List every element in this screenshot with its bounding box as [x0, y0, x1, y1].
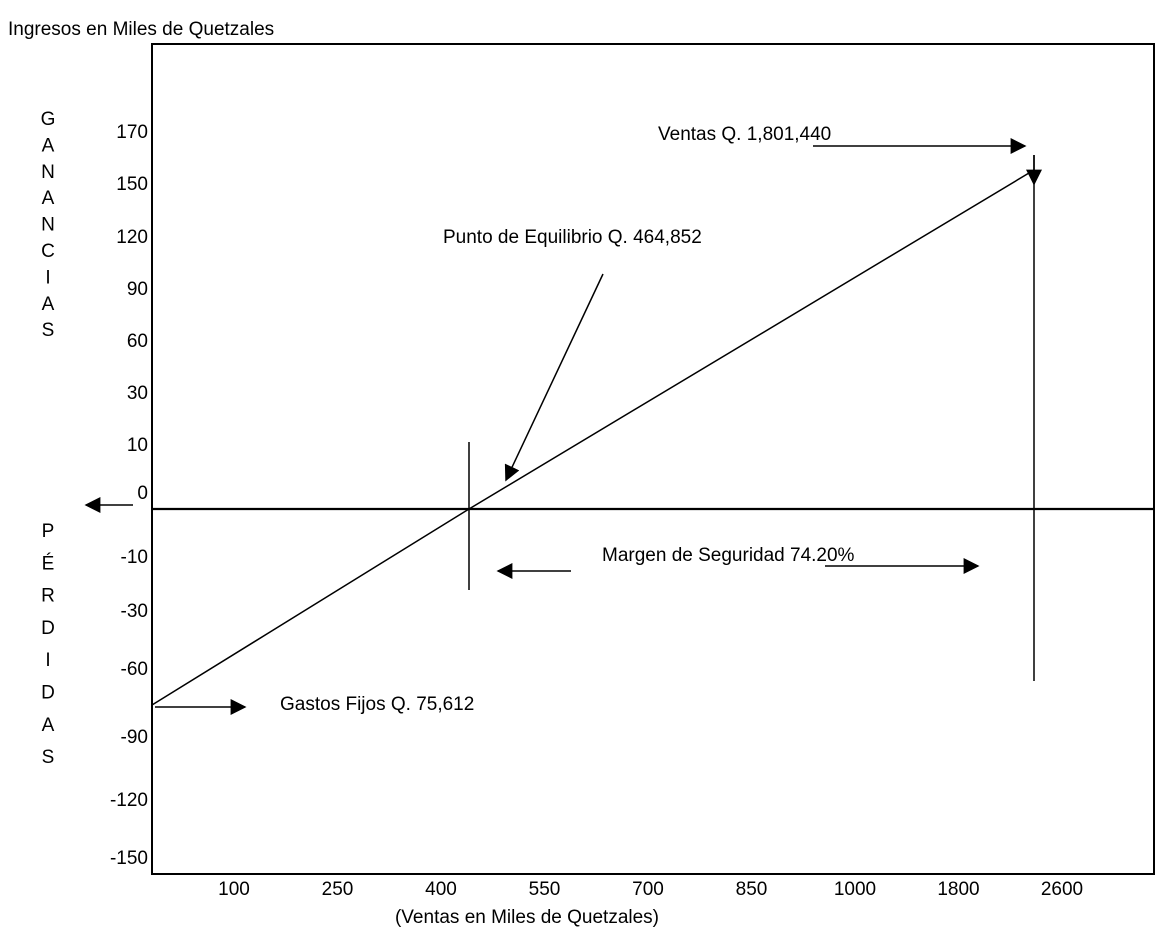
x-tick-label: 100 — [218, 879, 250, 900]
gastos-annotation: Gastos Fijos Q. 75,612 — [280, 694, 474, 715]
x-tick-label: 2600 — [1041, 879, 1083, 900]
y-tick-label: 170 — [116, 122, 148, 143]
x-tick-label: 250 — [322, 879, 354, 900]
y-label-perdidas-letter: I — [45, 650, 50, 671]
y-tick-label: -60 — [121, 659, 148, 680]
y-label-ganancias-letter: C — [41, 241, 55, 262]
y-tick-label: 120 — [116, 227, 148, 248]
margen-annotation: Margen de Seguridad 74.20% — [602, 545, 855, 566]
x-tick-label: 550 — [529, 879, 561, 900]
y-label-ganancias-letter: A — [42, 135, 55, 156]
ventas-annotation: Ventas Q. 1,801,440 — [658, 124, 831, 145]
y-label-perdidas-letter: R — [41, 586, 55, 607]
y-label-ganancias-letter: N — [41, 162, 55, 183]
y-label-perdidas-letter: É — [42, 553, 55, 574]
x-tick-label: 1800 — [937, 879, 979, 900]
y-tick-label: -120 — [110, 790, 148, 811]
y-label-perdidas-letter: A — [42, 715, 55, 736]
equilibrio-annotation: Punto de Equilibrio Q. 464,852 — [443, 227, 702, 248]
y-tick-label: 150 — [116, 174, 148, 195]
y-tick-label: 10 — [127, 435, 148, 456]
x-tick-label: 1000 — [834, 879, 876, 900]
y-label-perdidas-letter: D — [41, 618, 55, 639]
y-tick-label: -150 — [110, 848, 148, 869]
x-axis-label: (Ventas en Miles de Quetzales) — [395, 907, 659, 928]
y-label-ganancias-letter: N — [41, 215, 55, 236]
y-tick-label: 30 — [127, 383, 148, 404]
y-label-ganancias-letter: I — [45, 267, 50, 288]
chart-title: Ingresos en Miles de Quetzales — [8, 19, 274, 40]
y-label-perdidas-letter: S — [42, 747, 55, 768]
y-tick-label: 90 — [127, 279, 148, 300]
x-tick-label: 700 — [632, 879, 664, 900]
y-tick-label: 60 — [127, 331, 148, 352]
plot-frame — [151, 43, 1155, 875]
y-tick-label: -90 — [121, 727, 148, 748]
y-label-perdidas-letter: D — [41, 683, 55, 704]
y-tick-label: 0 — [137, 483, 148, 504]
profit-line — [151, 169, 1035, 706]
y-tick-label: -10 — [121, 547, 148, 568]
y-tick-label: -30 — [121, 601, 148, 622]
y-label-ganancias-letter: A — [42, 188, 55, 209]
x-tick-label: 400 — [425, 879, 457, 900]
y-label-perdidas-letter: P — [42, 521, 55, 542]
x-tick-label: 850 — [736, 879, 768, 900]
y-label-ganancias-letter: S — [42, 320, 55, 341]
y-label-ganancias-letter: A — [42, 294, 55, 315]
y-label-ganancias-letter: G — [41, 109, 56, 130]
equilibrio-arrow — [504, 273, 604, 482]
